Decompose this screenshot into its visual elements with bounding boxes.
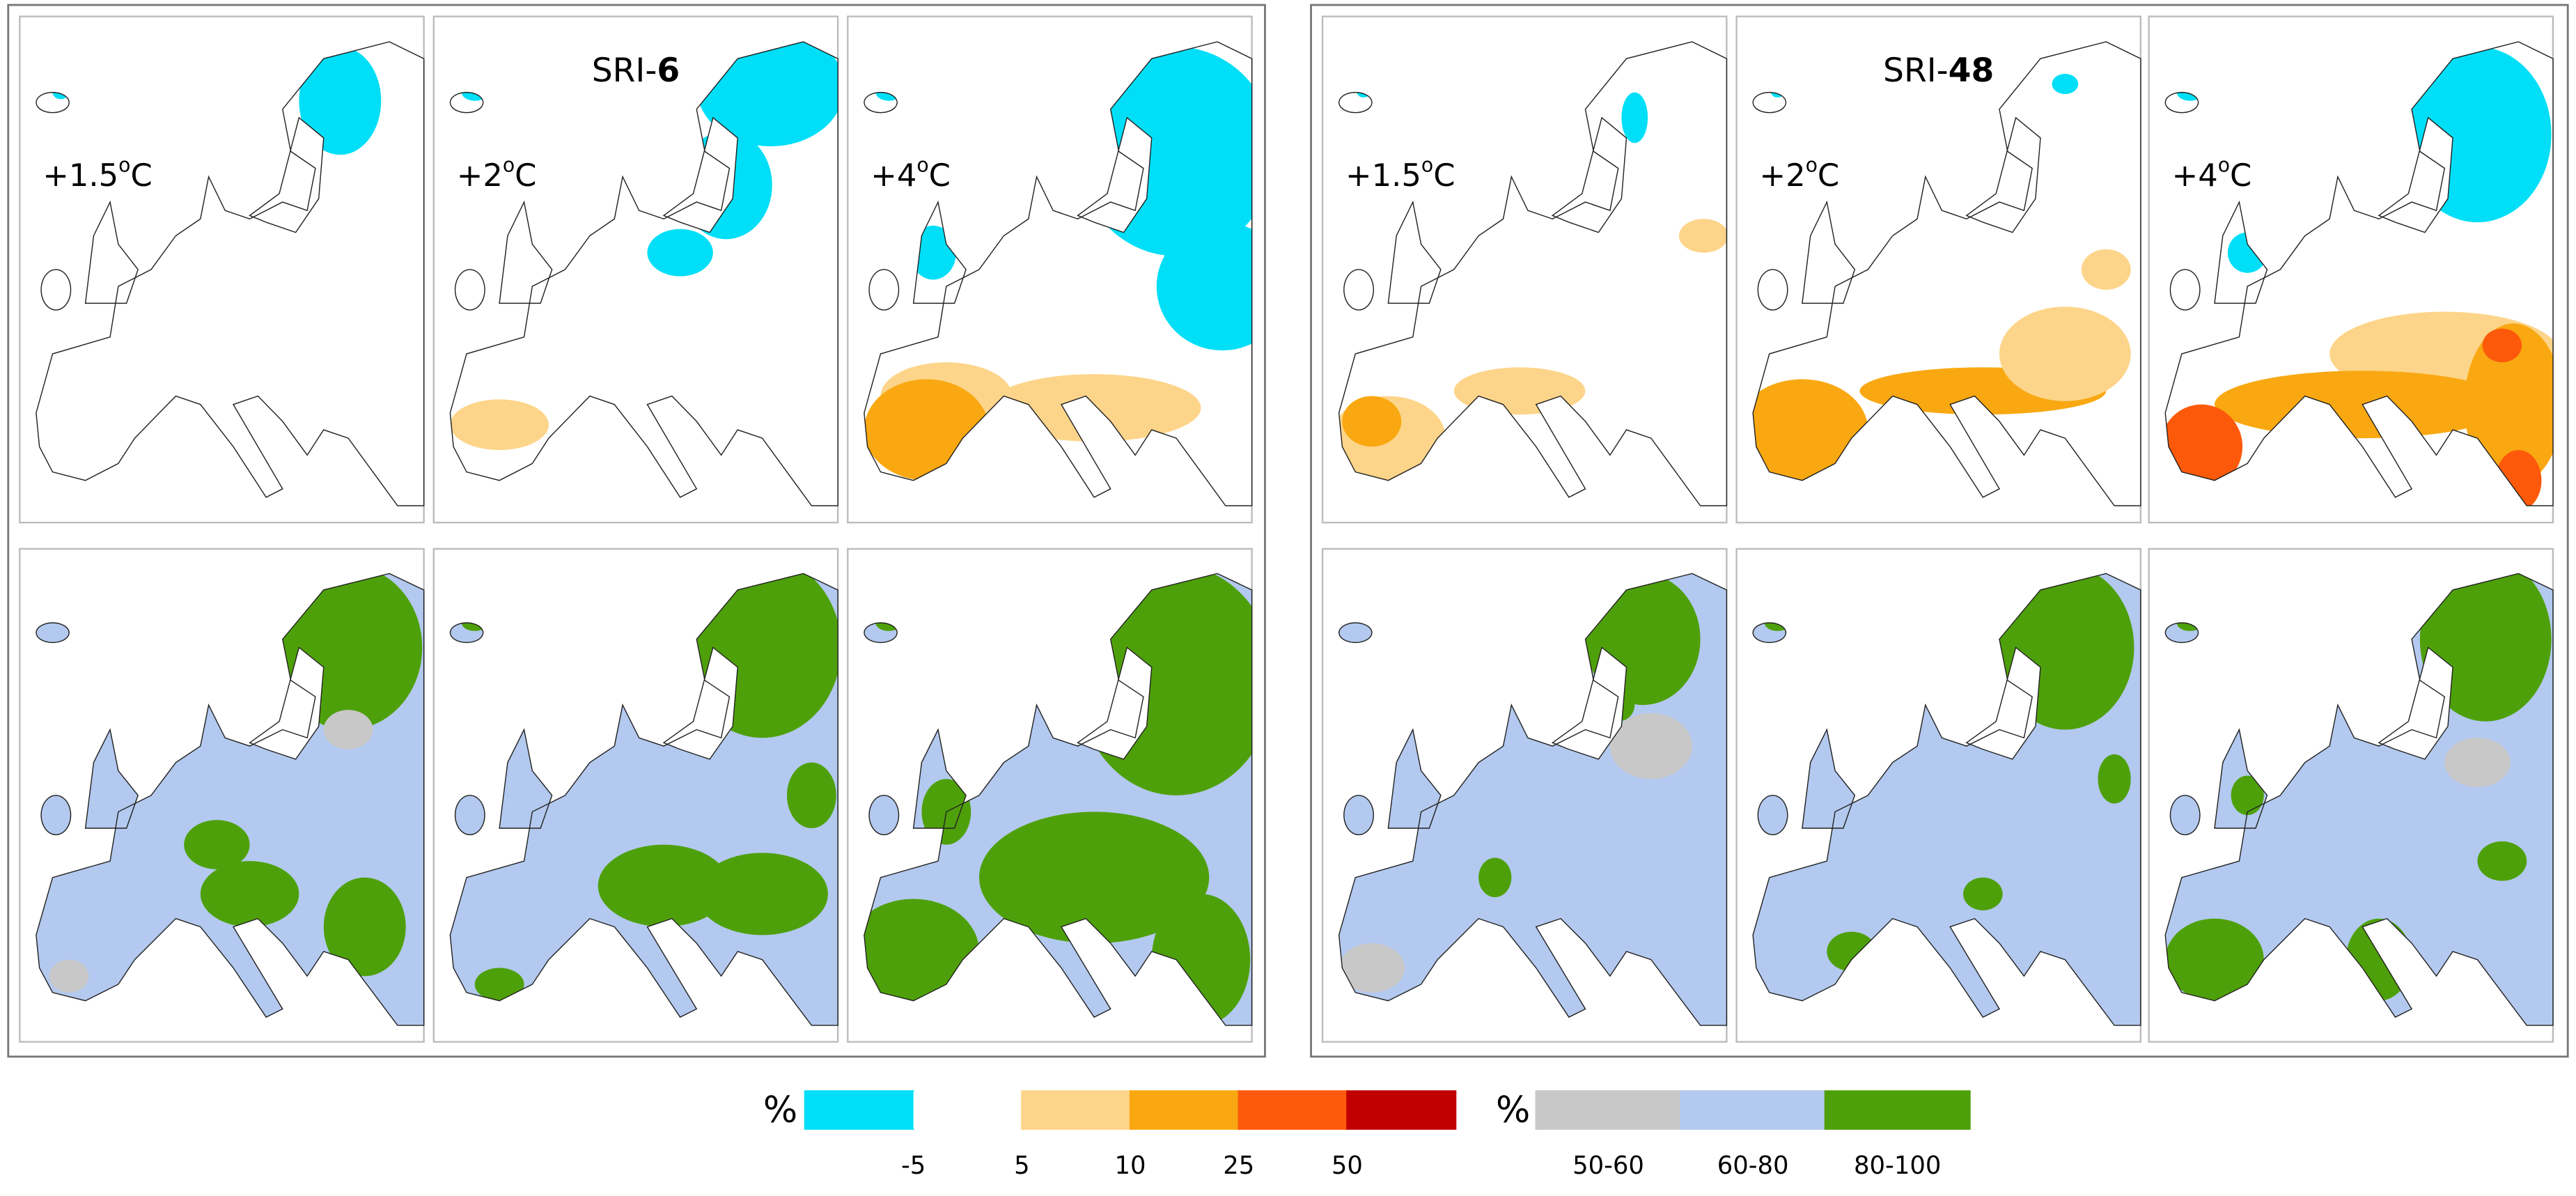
legend-label: 50-60 xyxy=(1572,1151,1644,1180)
shaded-region xyxy=(474,968,524,1001)
panel-label: +2oC xyxy=(1760,153,1840,194)
legend-label: 50 xyxy=(1332,1151,1363,1180)
shaded-region xyxy=(323,877,406,977)
map-panel: +4oC xyxy=(847,15,1253,524)
legend-swatch xyxy=(1680,1090,1827,1130)
shaded-region xyxy=(2464,323,2553,486)
shaded-region xyxy=(299,47,382,155)
map-panel xyxy=(19,547,425,1043)
shaded-region xyxy=(1156,222,1252,351)
group-title: SRI-6 xyxy=(592,52,680,90)
map-panel: +2oC xyxy=(1735,15,2142,524)
shaded-region xyxy=(1678,219,1727,253)
panel-label: +4oC xyxy=(2172,153,2252,194)
map-panel: +1.5oC xyxy=(19,15,425,524)
shaded-region xyxy=(2052,73,2079,95)
shaded-region xyxy=(1999,306,2131,401)
map xyxy=(2164,40,2554,507)
map-panel xyxy=(2148,547,2554,1043)
map-panel: +1.5oC xyxy=(1321,15,1728,524)
panel-label: +2oC xyxy=(457,153,537,194)
shaded-region xyxy=(2482,328,2522,363)
legend-label: 5 xyxy=(1014,1151,1030,1180)
shaded-region xyxy=(1338,943,1405,993)
legend-symbol: % xyxy=(763,1089,797,1131)
shaded-region xyxy=(1609,713,1692,779)
shaded-region xyxy=(2477,841,2527,881)
legend-swatch xyxy=(1824,1090,1971,1130)
shaded-region xyxy=(2165,404,2243,489)
shaded-region xyxy=(647,228,713,277)
shaded-region xyxy=(1621,92,1648,143)
map-panel: +2oC xyxy=(432,15,839,524)
legend-swatch xyxy=(1238,1090,1348,1130)
shaded-region xyxy=(450,399,549,451)
map xyxy=(1338,573,1728,1027)
map-panel: +4oC xyxy=(2148,15,2554,524)
legend-label: 80-100 xyxy=(1854,1151,1941,1180)
shaded-region xyxy=(2165,918,2264,1001)
shaded-region xyxy=(978,811,1210,944)
legend-label: 10 xyxy=(1115,1151,1146,1180)
map-panel xyxy=(1321,547,1728,1043)
shaded-region xyxy=(598,844,730,927)
legend-swatch xyxy=(1535,1090,1682,1130)
map-panel xyxy=(432,547,839,1043)
shaded-region xyxy=(2444,738,2511,788)
panel-label: +4oC xyxy=(871,153,951,194)
shaded-region xyxy=(1478,857,1512,898)
group-frame xyxy=(1310,3,2569,1058)
shaded-region xyxy=(1753,379,1868,481)
shaded-region xyxy=(2098,754,2131,804)
shaded-region xyxy=(323,710,373,750)
shaded-region xyxy=(49,959,89,993)
legend-swatch xyxy=(1346,1090,1457,1130)
panel-label: +1.5oC xyxy=(42,153,152,194)
map xyxy=(1751,573,2142,1027)
legend-label: -5 xyxy=(901,1151,926,1180)
shaded-region xyxy=(1963,877,2003,910)
legend-symbol: % xyxy=(1496,1089,1530,1131)
shaded-region xyxy=(786,762,836,829)
legend-swatch xyxy=(1021,1090,1132,1130)
legend-swatch xyxy=(913,1091,1022,1129)
legend-swatch xyxy=(1129,1090,1240,1130)
shaded-region xyxy=(696,853,828,935)
group-frame xyxy=(7,3,1266,1058)
group-title: SRI-48 xyxy=(1883,52,1994,90)
panel-label: +1.5oC xyxy=(1345,153,1455,194)
shaded-region xyxy=(1342,396,1402,447)
shaded-region xyxy=(2081,249,2131,290)
map-panel xyxy=(847,547,1253,1043)
legend-label: 25 xyxy=(1223,1151,1254,1180)
shaded-region xyxy=(864,899,979,1004)
legend-label: 60-80 xyxy=(1717,1151,1789,1180)
shaded-region xyxy=(2419,573,2552,722)
shaded-region xyxy=(2231,775,2264,816)
legend-swatch xyxy=(804,1090,914,1130)
shaded-region xyxy=(200,861,299,927)
shaded-region xyxy=(184,820,250,869)
map-panel xyxy=(1735,547,2142,1043)
map xyxy=(35,573,425,1027)
